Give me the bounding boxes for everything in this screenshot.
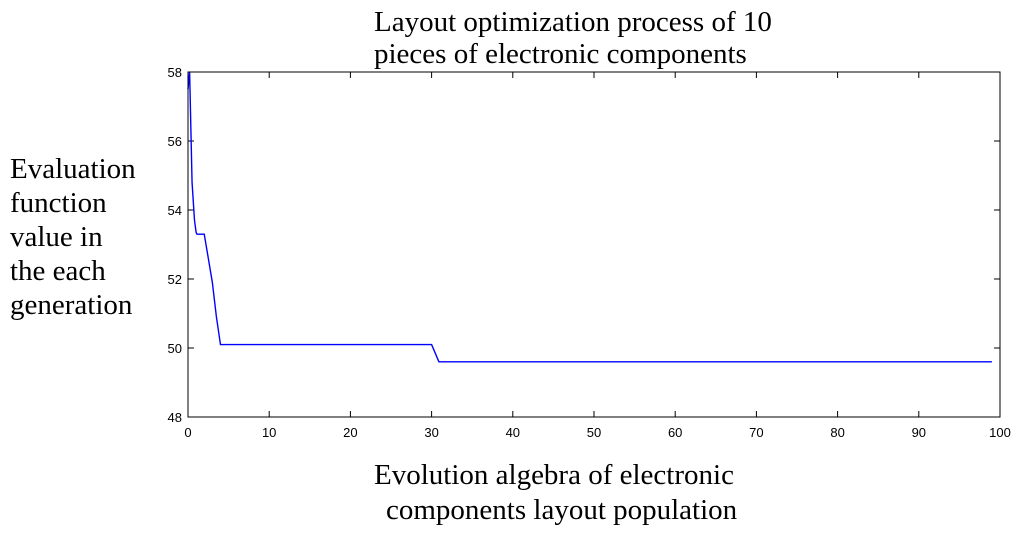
y-axis-label-line-5: generation (10, 289, 133, 321)
x-tick-label: 60 (668, 425, 682, 440)
x-tick-label: 0 (184, 425, 191, 440)
y-tick-label: 50 (168, 341, 182, 356)
y-tick-label: 54 (168, 203, 182, 218)
y-tick-label: 56 (168, 134, 182, 149)
x-axis-label-line-1: Evolution algebra of electronic (374, 459, 734, 491)
x-tick-label: 20 (343, 425, 357, 440)
x-tick-label: 30 (424, 425, 438, 440)
x-tick-label: 70 (749, 425, 763, 440)
x-tick-label: 10 (262, 425, 276, 440)
y-axis-label-line-4: the each (10, 255, 106, 287)
y-tick-label: 48 (168, 410, 182, 425)
x-tick-label: 80 (830, 425, 844, 440)
chart-title-line-2: pieces of electronic components (374, 38, 747, 70)
y-axis-label-line-1: Evaluation (10, 153, 136, 185)
plot-frame (187, 71, 1001, 418)
chart-title-line-1: Layout optimization process of 10 (374, 6, 772, 38)
y-axis-label-line-3: value in (10, 221, 103, 253)
x-tick-label: 40 (506, 425, 520, 440)
y-tick-label: 58 (168, 65, 182, 80)
series-line (187, 71, 992, 363)
y-axis-label-line-2: function (10, 187, 107, 219)
x-tick-label: 90 (912, 425, 926, 440)
y-tick-label: 52 (168, 272, 182, 287)
ticks-layer: 0 10 20 30 40 50 60 70 80 90 100 48 50 52 54 56 58 (168, 65, 1011, 440)
x-axis-label-line-2: components layout population (386, 494, 738, 526)
x-tick-label: 100 (989, 425, 1011, 440)
x-tick-label: 50 (587, 425, 601, 440)
